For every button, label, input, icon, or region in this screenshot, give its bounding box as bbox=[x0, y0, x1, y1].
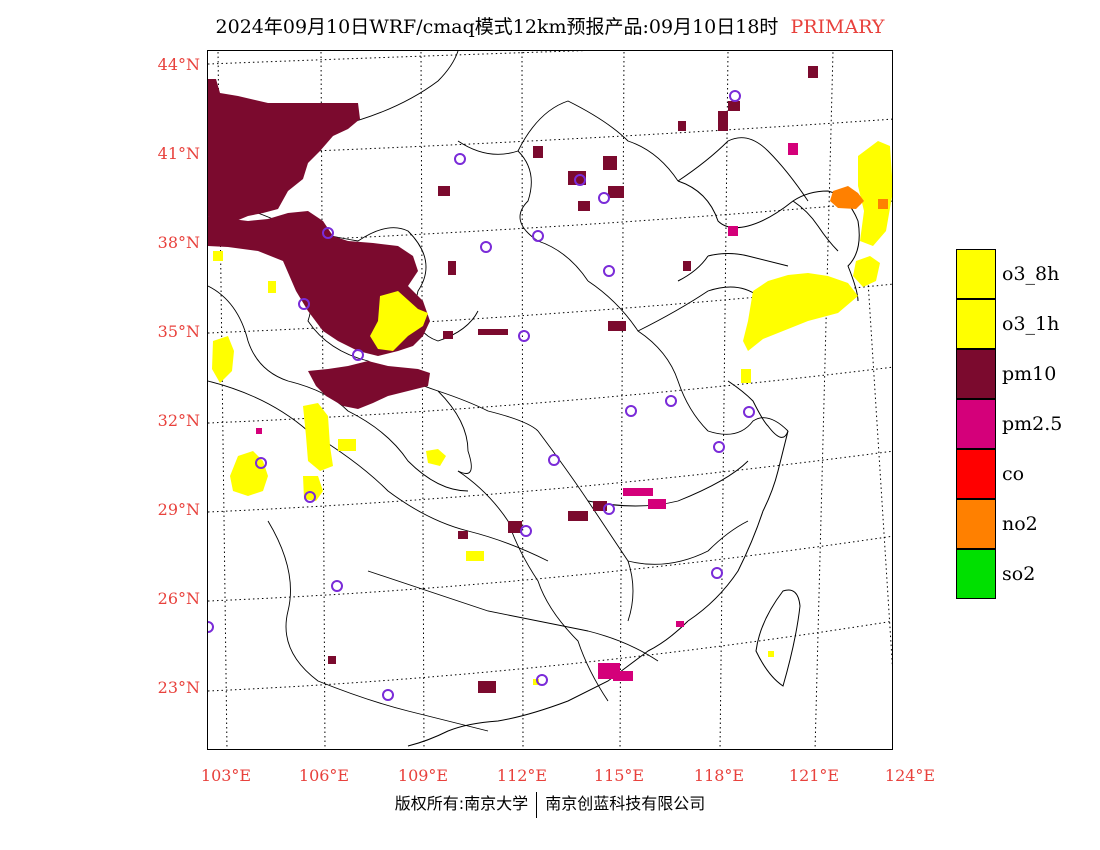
map-frame[interactable] bbox=[207, 50, 893, 750]
map-title: 2024年09月10日WRF/cmaq模式12km预报产品:09月10日18时 P… bbox=[0, 12, 1100, 39]
copyright-right: 南京创蓝科技有限公司 bbox=[545, 794, 706, 813]
station-marker[interactable] bbox=[548, 454, 560, 466]
coastline bbox=[407, 180, 860, 747]
station-marker[interactable] bbox=[518, 330, 530, 342]
longitude-gridlines bbox=[217, 51, 892, 749]
lat-label-32n: 32°N bbox=[157, 411, 200, 430]
legend-label: pm10 bbox=[1002, 363, 1057, 385]
station-marker[interactable] bbox=[520, 525, 532, 537]
legend-swatch bbox=[956, 399, 996, 449]
no2-areas bbox=[830, 186, 888, 209]
copyright-footer: 版权所有:南京大学 南京创蓝科技有限公司 bbox=[0, 790, 1100, 818]
lat-label-44n: 44°N bbox=[157, 55, 200, 74]
legend-swatch bbox=[956, 499, 996, 549]
title-primary-tag: PRIMARY bbox=[790, 16, 885, 38]
station-marker[interactable] bbox=[208, 621, 214, 633]
lat-label-29n: 29°N bbox=[157, 500, 200, 519]
station-marker[interactable] bbox=[603, 503, 615, 515]
legend-label: o3_8h bbox=[1002, 263, 1060, 285]
station-marker[interactable] bbox=[298, 298, 310, 310]
legend-swatch bbox=[956, 449, 996, 499]
station-marker[interactable] bbox=[743, 406, 755, 418]
station-marker[interactable] bbox=[331, 580, 343, 592]
station-marker[interactable] bbox=[574, 174, 586, 186]
station-marker[interactable] bbox=[711, 567, 723, 579]
map-canvas[interactable] bbox=[208, 51, 893, 750]
station-marker[interactable] bbox=[603, 265, 615, 277]
station-marker[interactable] bbox=[625, 405, 637, 417]
legend-swatch bbox=[956, 349, 996, 399]
station-marker[interactable] bbox=[454, 153, 466, 165]
copyright-left: 版权所有:南京大学 bbox=[394, 794, 529, 813]
station-marker[interactable] bbox=[382, 689, 394, 701]
legend-swatch bbox=[956, 549, 996, 599]
o3-areas bbox=[212, 141, 892, 685]
legend-label: no2 bbox=[1002, 513, 1038, 535]
lon-label-112e: 112°E bbox=[496, 766, 548, 785]
lon-label-115e: 115°E bbox=[593, 766, 645, 785]
legend-swatch bbox=[956, 249, 996, 299]
lat-label-35n: 35°N bbox=[157, 322, 200, 341]
pm10-areas bbox=[208, 66, 818, 693]
station-marker[interactable] bbox=[532, 230, 544, 242]
legend-label: so2 bbox=[1002, 563, 1036, 585]
footer-separator bbox=[536, 791, 538, 818]
legend-label: o3_1h bbox=[1002, 313, 1060, 335]
station-marker[interactable] bbox=[304, 491, 316, 503]
title-text: 2024年09月10日WRF/cmaq模式12km预报产品:09月10日18时 bbox=[215, 16, 779, 38]
lon-label-124e: 124°E bbox=[884, 766, 936, 785]
station-marker[interactable] bbox=[598, 192, 610, 204]
station-marker[interactable] bbox=[536, 674, 548, 686]
station-marker[interactable] bbox=[255, 457, 267, 469]
taiwan-outline bbox=[755, 589, 801, 687]
station-marker[interactable] bbox=[729, 90, 741, 102]
pm25-areas bbox=[256, 143, 798, 681]
station-marker[interactable] bbox=[352, 349, 364, 361]
lon-label-106e: 106°E bbox=[298, 766, 350, 785]
lat-label-41n: 41°N bbox=[157, 144, 200, 163]
lat-label-23n: 23°N bbox=[157, 678, 200, 697]
latitude-gridlines bbox=[208, 51, 892, 692]
lat-label-38n: 38°N bbox=[157, 233, 200, 252]
lon-label-121e: 121°E bbox=[788, 766, 840, 785]
station-marker[interactable] bbox=[480, 241, 492, 253]
station-marker[interactable] bbox=[322, 227, 334, 239]
legend-label: pm2.5 bbox=[1002, 413, 1063, 435]
legend-swatch bbox=[956, 299, 996, 349]
station-markers[interactable] bbox=[208, 90, 755, 701]
lon-label-109e: 109°E bbox=[397, 766, 449, 785]
station-marker[interactable] bbox=[665, 395, 677, 407]
lon-label-103e: 103°E bbox=[200, 766, 252, 785]
lat-label-26n: 26°N bbox=[157, 589, 200, 608]
station-marker[interactable] bbox=[713, 441, 725, 453]
lon-label-118e: 118°E bbox=[693, 766, 745, 785]
legend-label: co bbox=[1002, 463, 1025, 485]
